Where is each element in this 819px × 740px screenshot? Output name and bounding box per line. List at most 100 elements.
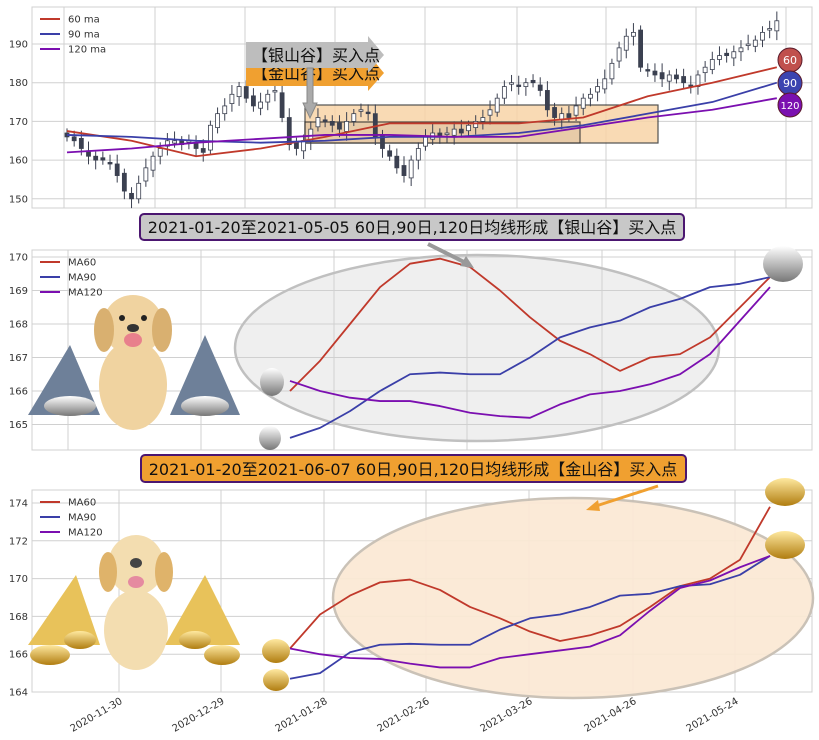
candle (552, 102, 557, 126)
dog-gold-pyramids-image (28, 535, 240, 670)
candle (136, 175, 142, 204)
badge-label: 120 (780, 101, 799, 112)
legend-label: 120 ma (68, 45, 106, 56)
candle-body (401, 165, 407, 176)
candle (93, 151, 99, 170)
candle-body (588, 93, 593, 99)
ma-badge-90: 90 (777, 70, 803, 96)
candle-body (774, 20, 780, 32)
candle-body (724, 52, 730, 57)
candle-body (272, 90, 278, 93)
candle-body (573, 105, 579, 116)
silver-valley-annotation: 【银山谷】买入点 (246, 36, 384, 120)
series-line-ma90 (289, 276, 771, 439)
legend-label: MA90 (68, 513, 96, 524)
candle-body (329, 121, 335, 126)
candle (516, 75, 522, 95)
candle-body (265, 93, 271, 103)
y-tick-label: 164 (9, 688, 28, 699)
y-tick-label: 170 (9, 117, 28, 128)
candle-body (767, 28, 773, 31)
candle (523, 78, 529, 96)
candle-body (351, 113, 357, 122)
candle (265, 89, 271, 111)
candle (767, 20, 773, 39)
candle-body (717, 55, 722, 60)
candle (322, 115, 328, 128)
y-tick-label: 160 (9, 156, 28, 167)
y-tick-label: 190 (9, 40, 28, 51)
candle-body (480, 117, 486, 122)
pointer-arrow-icon (586, 484, 659, 511)
candle (100, 151, 106, 165)
candle (143, 158, 149, 187)
candle-body (466, 124, 471, 132)
legend-label: MA60 (68, 498, 96, 509)
candle (631, 23, 636, 46)
candle-body (294, 141, 299, 149)
candle (602, 69, 608, 94)
candle (738, 40, 744, 62)
candle-body (738, 47, 744, 53)
candle (717, 46, 722, 66)
badge-label: 60 (783, 54, 797, 67)
candle (487, 100, 493, 125)
candle-body (193, 142, 199, 149)
candle-body (638, 29, 643, 68)
ma-badge-120: 120 (777, 92, 803, 118)
candle (279, 85, 285, 123)
candle-body (107, 162, 113, 165)
candle (121, 168, 127, 200)
candle (760, 26, 765, 48)
candle (724, 48, 730, 63)
candle-body (344, 121, 350, 132)
candle-body (78, 138, 84, 149)
candle-body (709, 59, 715, 70)
candle (544, 81, 550, 117)
candle (623, 28, 629, 59)
candle-body (129, 192, 134, 200)
chart-title-box: 2021-01-20至2021-05-05 60日,90日,120日均线形成【银… (139, 213, 685, 241)
series-line-90ma (66, 81, 778, 144)
highlight-ellipse (233, 253, 721, 443)
candle-body (702, 66, 708, 74)
x-tick-label: 2021-05-24 (685, 696, 741, 735)
legend-label: MA120 (68, 528, 103, 539)
candle-body (423, 136, 428, 147)
badge-label: 90 (783, 77, 797, 90)
candle-body (394, 155, 400, 169)
y-tick-label: 180 (9, 78, 28, 89)
gold-ingot-icons (262, 478, 805, 691)
candle (580, 93, 586, 116)
candle-body (172, 140, 177, 144)
candle (752, 35, 758, 53)
candle-body (681, 76, 687, 84)
candle (444, 126, 450, 143)
candle-body (516, 84, 522, 87)
candle-body (458, 128, 464, 134)
candle-body (93, 155, 99, 161)
x-tick-label: 2021-02-26 (376, 696, 432, 735)
candle-body (251, 95, 256, 107)
candle (616, 41, 622, 68)
candle (645, 63, 651, 77)
legend-label: MA90 (68, 273, 96, 284)
y-tick-label: 166 (9, 387, 28, 398)
y-tick-label: 165 (9, 420, 28, 431)
candle-body (544, 90, 550, 111)
candle-body (415, 148, 421, 161)
candle-body (530, 79, 536, 84)
gold-annotation-label: 【金山谷】买入点 (252, 64, 380, 83)
candle (114, 154, 120, 183)
y-tick-label: 168 (9, 320, 28, 331)
candle (401, 156, 407, 183)
candle-body (494, 97, 500, 113)
y-tick-label: 150 (9, 194, 28, 205)
candle (351, 109, 357, 127)
candle-body (207, 124, 213, 151)
candle-body (136, 182, 142, 200)
candle-body (451, 128, 457, 136)
legend-label: MA120 (68, 288, 103, 299)
series-line-ma60 (289, 506, 771, 650)
